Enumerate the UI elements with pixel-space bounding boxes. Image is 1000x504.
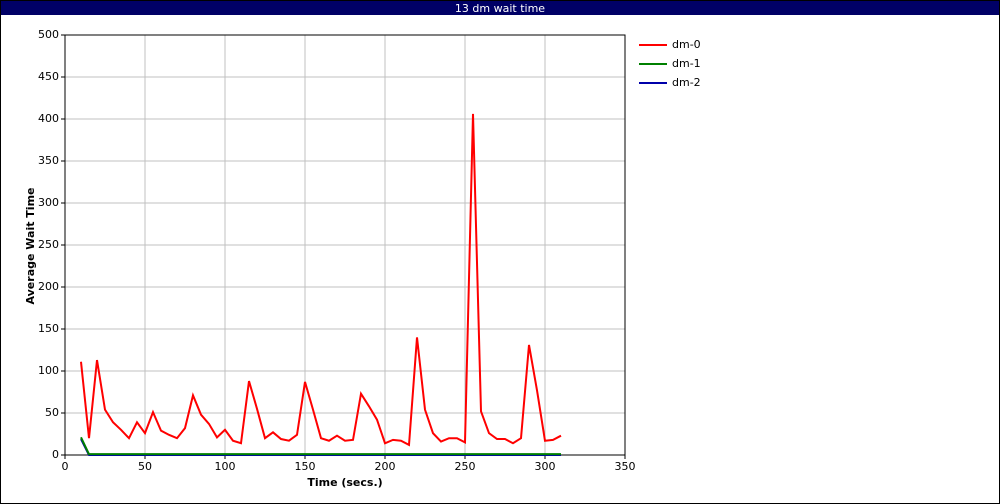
x-axis-label: Time (secs.) <box>307 476 382 489</box>
y-tick-label: 0 <box>52 448 59 461</box>
x-tick-label: 150 <box>295 460 316 473</box>
y-tick-label: 300 <box>38 196 59 209</box>
x-tick-label: 100 <box>215 460 236 473</box>
legend-label: dm-2 <box>672 76 701 89</box>
x-tick-label: 300 <box>535 460 556 473</box>
y-axis-label: Average Wait Time <box>24 188 37 305</box>
title-bar <box>1 1 999 15</box>
x-tick-label: 200 <box>375 460 396 473</box>
y-tick-label: 400 <box>38 112 59 125</box>
x-tick-label: 350 <box>615 460 636 473</box>
y-tick-label: 200 <box>38 280 59 293</box>
legend-label: dm-1 <box>672 57 701 70</box>
x-tick-label: 0 <box>62 460 69 473</box>
y-tick-label: 150 <box>38 322 59 335</box>
y-tick-label: 250 <box>38 238 59 251</box>
y-tick-label: 500 <box>38 28 59 41</box>
chart-title: 13 dm wait time <box>455 2 545 15</box>
x-tick-label: 50 <box>138 460 152 473</box>
y-tick-label: 450 <box>38 70 59 83</box>
series-line <box>80 436 561 456</box>
series-line <box>80 113 562 447</box>
legend-label: dm-0 <box>672 38 701 51</box>
y-tick-label: 350 <box>38 154 59 167</box>
y-tick-label: 50 <box>45 406 59 419</box>
x-tick-label: 250 <box>455 460 476 473</box>
y-tick-label: 100 <box>38 364 59 377</box>
